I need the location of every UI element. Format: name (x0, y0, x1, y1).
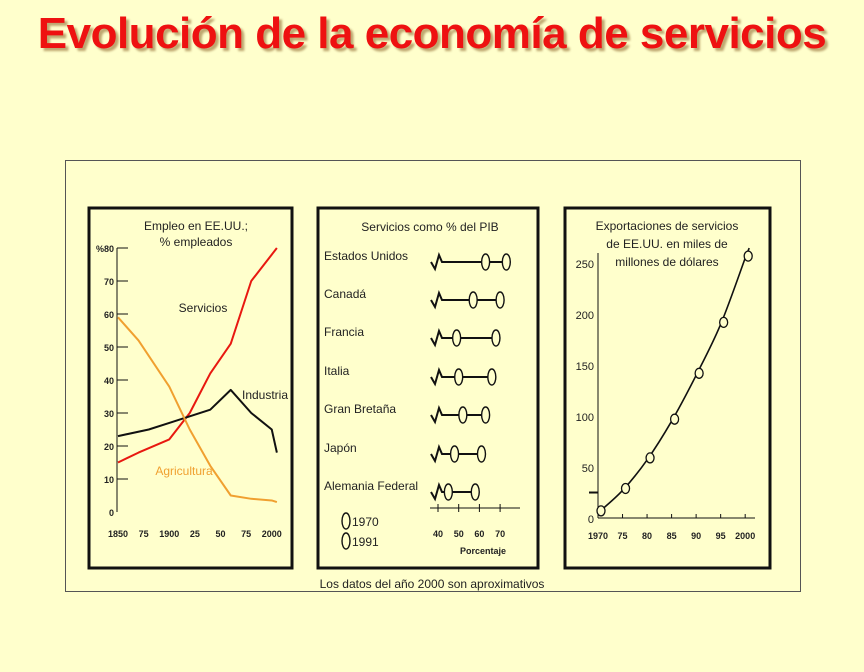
empleo-y-tick-label-50: 50 (104, 343, 114, 353)
exportaciones-x-tick-label-90: 90 (691, 531, 701, 541)
empleo-y-tick-label-10: 10 (104, 475, 114, 485)
pib-point-1970-2 (451, 329, 462, 347)
exportaciones-y-tick-label-250: 250 (576, 259, 594, 271)
pib-point-1970-5 (449, 445, 460, 463)
exportaciones-y-tick-label-200: 200 (576, 310, 594, 322)
pib-x-tick-label-70: 70 (495, 529, 505, 539)
pib-category-5: Japón (324, 441, 357, 455)
panel-exportaciones (563, 206, 772, 570)
pib-category-3: Italia (324, 364, 350, 378)
panel-pib (316, 206, 540, 570)
exportaciones-title-line-1: de EE.UU. en miles de (606, 237, 728, 251)
empleo-y-tick-label-20: 20 (104, 442, 114, 452)
exportaciones-x-tick-label-80: 80 (642, 531, 652, 541)
empleo-x-tick-label-50: 50 (215, 529, 225, 539)
exportaciones-point-1970 (596, 505, 606, 517)
pib-point-1991-0 (501, 253, 512, 271)
pib-title: Servicios como % del PIB (361, 220, 498, 234)
footnote: Los datos del año 2000 son aproximativos (319, 577, 545, 591)
pib-point-1970-6 (443, 483, 454, 501)
pib-point-1970-1 (468, 291, 478, 309)
empleo-line-industria (117, 388, 278, 453)
exportaciones-y-tick-label-50: 50 (582, 463, 594, 475)
pib-point-1970-4 (458, 406, 468, 424)
empleo-y-tick-label-0: 0 (109, 508, 114, 518)
empleo-legend-industria: Industria (242, 388, 288, 402)
empleo-x-tick-label-1850: 1850 (108, 529, 128, 539)
exportaciones-title-line-2: millones de dólares (615, 255, 718, 269)
slide-title: Evolución de la economía de servicios (37, 9, 827, 58)
pib-category-4: Gran Bretaña (324, 402, 396, 416)
empleo-x-tick-label-75: 75 (241, 529, 251, 539)
empleo-y-tick-label-60: 60 (104, 310, 114, 320)
pib-point-1970-0 (480, 253, 491, 271)
pib-legend-1970: 1970 (352, 515, 379, 529)
empleo-line-servicios (117, 247, 278, 464)
pib-point-1991-6 (470, 483, 480, 501)
exportaciones-title-line-0: Exportaciones de servicios (596, 219, 739, 233)
empleo-x-tick-label-1900: 1900 (159, 529, 179, 539)
exportaciones-point-80 (645, 452, 655, 464)
empleo-x-tick-label-2000: 2000 (262, 529, 282, 539)
pib-x-tick-label-50: 50 (454, 529, 464, 539)
exportaciones-point-90 (694, 367, 704, 379)
empleo-y-tick-label-30: 30 (104, 409, 114, 419)
pib-x-tick-label-60: 60 (474, 529, 484, 539)
pib-category-6: Alemania Federal (324, 479, 418, 493)
exportaciones-y-tick-label-0: 0 (588, 514, 594, 526)
charts-frame (65, 160, 801, 592)
exportaciones-point-75 (620, 482, 631, 495)
empleo-legend-servicios: Servicios (179, 301, 228, 315)
exportaciones-x-tick-label-95: 95 (716, 531, 726, 541)
empleo-title-line-0: Empleo en EE.UU.; (144, 219, 248, 233)
empleo-x-tick-label-25: 25 (190, 529, 200, 539)
pib-category-2: Francia (324, 325, 364, 339)
pib-point-1991-4 (480, 406, 491, 424)
empleo-legend-agricultura: Agricultura (155, 464, 213, 478)
exportaciones-point-85 (669, 413, 680, 425)
pib-point-1991-5 (476, 445, 487, 463)
pib-legend-marker-1970 (341, 512, 351, 530)
pib-point-1991-1 (495, 291, 505, 309)
pib-point-1991-2 (491, 329, 501, 347)
exportaciones-x-tick-label-85: 85 (667, 531, 677, 541)
empleo-y-tick-label-70: 70 (104, 277, 114, 287)
empleo-title-line-1: % empleados (160, 235, 233, 249)
pib-category-0: Estados Unidos (324, 249, 408, 263)
exportaciones-y-tick-label-100: 100 (576, 412, 594, 424)
exportaciones-y-tick-label-150: 150 (576, 361, 594, 373)
empleo-x-tick-label-75: 75 (139, 529, 149, 539)
empleo-y-tick-label-40: 40 (104, 376, 114, 386)
exportaciones-x-tick-label-75: 75 (618, 531, 628, 541)
pib-point-1970-3 (454, 368, 464, 386)
empleo-line-agricultura (117, 316, 278, 504)
exportaciones-trend-line (597, 247, 750, 514)
pib-x-label: Porcentaje (460, 546, 506, 556)
pib-point-1991-3 (487, 368, 497, 386)
exportaciones-point-2000 (743, 250, 753, 262)
pib-legend-1991: 1991 (352, 535, 379, 549)
panel-empleo (87, 206, 294, 570)
pib-legend-marker-1991 (341, 532, 351, 550)
exportaciones-point-95 (719, 316, 729, 328)
exportaciones-x-tick-label-1970: 1970 (588, 531, 608, 541)
exportaciones-x-tick-label-2000: 2000 (735, 531, 755, 541)
pib-category-1: Canadá (324, 287, 366, 301)
pib-x-tick-label-40: 40 (433, 529, 443, 539)
empleo-y-tick-label-80: %80 (96, 244, 114, 254)
